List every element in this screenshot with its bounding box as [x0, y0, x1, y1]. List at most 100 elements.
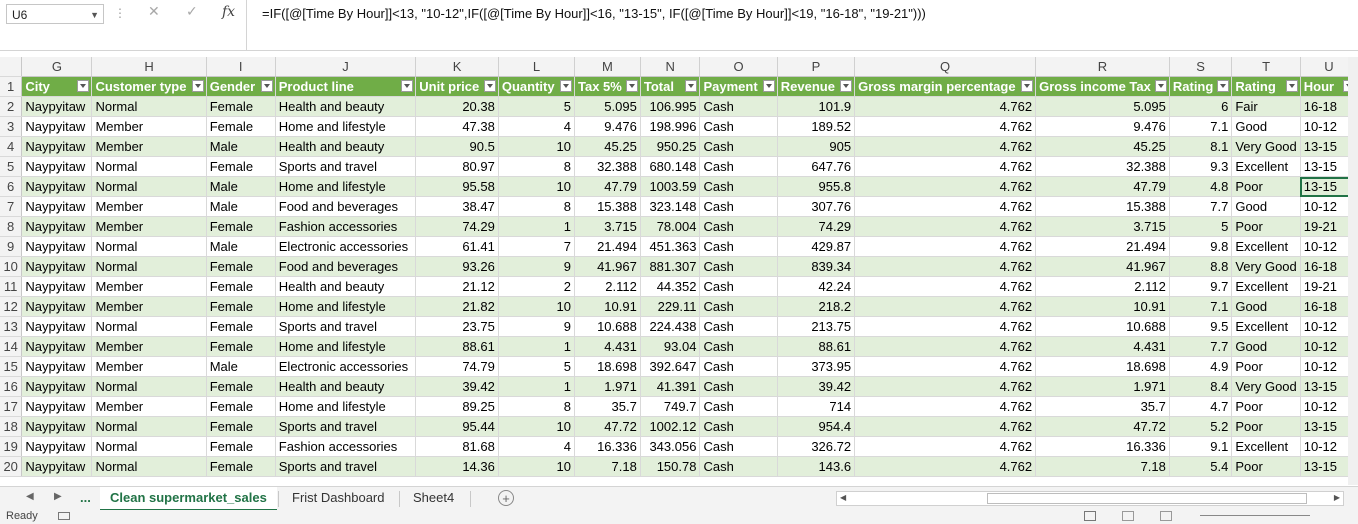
- cell[interactable]: Naypyitaw: [21, 156, 93, 177]
- cell[interactable]: 10-12: [1300, 196, 1358, 217]
- filter-dropdown-icon[interactable]: [401, 80, 414, 92]
- cell[interactable]: 8: [498, 156, 576, 177]
- cell[interactable]: Member: [91, 216, 207, 237]
- cell[interactable]: Fashion accessories: [275, 216, 417, 237]
- cell[interactable]: Sports and travel: [275, 416, 417, 437]
- cell[interactable]: 343.056: [640, 436, 701, 457]
- row-header[interactable]: 15: [0, 356, 23, 377]
- cell[interactable]: Excellent: [1231, 436, 1301, 457]
- cell[interactable]: Member: [91, 296, 207, 317]
- cell[interactable]: Male: [206, 356, 276, 377]
- cell[interactable]: Normal: [91, 176, 207, 197]
- cell[interactable]: 10: [498, 456, 576, 477]
- cell[interactable]: Naypyitaw: [21, 396, 93, 417]
- chevron-down-icon[interactable]: ▼: [90, 10, 99, 20]
- cell[interactable]: 88.61: [777, 336, 856, 357]
- cell[interactable]: Naypyitaw: [21, 236, 93, 257]
- cell[interactable]: Health and beauty: [275, 376, 417, 397]
- row-header[interactable]: 3: [0, 116, 23, 137]
- cell[interactable]: 5.2: [1169, 416, 1233, 437]
- cell[interactable]: 955.8: [777, 176, 856, 197]
- cell[interactable]: Fair: [1231, 96, 1301, 117]
- cell[interactable]: 198.996: [640, 116, 701, 137]
- cell[interactable]: Normal: [91, 156, 207, 177]
- cell[interactable]: 10-12: [1300, 236, 1358, 257]
- cell[interactable]: Cash: [699, 316, 778, 337]
- cell[interactable]: 4.762: [854, 356, 1037, 377]
- tab-sheet4[interactable]: Sheet4: [413, 490, 455, 505]
- cell[interactable]: Male: [206, 196, 276, 217]
- cell[interactable]: 89.25: [415, 396, 499, 417]
- enter-icon[interactable]: ✓: [186, 3, 198, 19]
- column-header-t[interactable]: T: [1231, 57, 1301, 77]
- filter-dropdown-icon[interactable]: [77, 80, 90, 92]
- cell[interactable]: 10-12: [1300, 436, 1358, 457]
- cell[interactable]: Good: [1231, 336, 1301, 357]
- cell[interactable]: 2: [498, 276, 576, 297]
- cell[interactable]: 13-15: [1300, 176, 1358, 197]
- cell[interactable]: 8.4: [1169, 376, 1233, 397]
- cell[interactable]: 32.388: [1035, 156, 1170, 177]
- table-header-cell[interactable]: Gross margin percentage: [854, 76, 1037, 97]
- cell[interactable]: 21.12: [415, 276, 499, 297]
- macro-record-icon[interactable]: [58, 512, 70, 520]
- cell[interactable]: 19-21: [1300, 276, 1358, 297]
- name-box[interactable]: U6 ▼: [6, 4, 104, 24]
- cell[interactable]: 1: [498, 336, 576, 357]
- cell[interactable]: 10: [498, 136, 576, 157]
- cell[interactable]: Normal: [91, 436, 207, 457]
- cell[interactable]: 78.004: [640, 216, 701, 237]
- cell[interactable]: 4.762: [854, 436, 1037, 457]
- cell[interactable]: 189.52: [777, 116, 856, 137]
- cell[interactable]: 4.762: [854, 276, 1037, 297]
- tab-ellipsis[interactable]: ...: [80, 490, 91, 505]
- cell[interactable]: Member: [91, 336, 207, 357]
- row-header[interactable]: 16: [0, 376, 23, 397]
- cell[interactable]: 1002.12: [640, 416, 701, 437]
- tab-clean-supermarket-sales[interactable]: Clean supermarket_sales: [100, 487, 277, 511]
- cell[interactable]: Home and lifestyle: [275, 336, 417, 357]
- cell[interactable]: 429.87: [777, 236, 856, 257]
- filter-dropdown-icon[interactable]: [1154, 80, 1167, 92]
- cell[interactable]: 6: [1169, 96, 1233, 117]
- cell[interactable]: Female: [206, 416, 276, 437]
- cell[interactable]: Poor: [1231, 456, 1301, 477]
- column-header-l[interactable]: L: [498, 57, 576, 77]
- cell[interactable]: Poor: [1231, 396, 1301, 417]
- cell[interactable]: 8.1: [1169, 136, 1233, 157]
- cell[interactable]: Home and lifestyle: [275, 396, 417, 417]
- cell[interactable]: Electronic accessories: [275, 356, 417, 377]
- cell[interactable]: Cash: [699, 256, 778, 277]
- cell[interactable]: Member: [91, 396, 207, 417]
- cell[interactable]: 39.42: [415, 376, 499, 397]
- cell[interactable]: 9.5: [1169, 316, 1233, 337]
- cell[interactable]: 373.95: [777, 356, 856, 377]
- cell[interactable]: 41.967: [574, 256, 641, 277]
- cell[interactable]: 18.698: [574, 356, 641, 377]
- tab-next-icon[interactable]: ▶: [54, 491, 62, 502]
- cell[interactable]: 4.7: [1169, 396, 1233, 417]
- cell[interactable]: Member: [91, 116, 207, 137]
- cell[interactable]: Fashion accessories: [275, 436, 417, 457]
- cell[interactable]: Female: [206, 216, 276, 237]
- cell[interactable]: 74.29: [777, 216, 856, 237]
- cell[interactable]: 13-15: [1300, 136, 1358, 157]
- cell[interactable]: Naypyitaw: [21, 96, 93, 117]
- cell[interactable]: 213.75: [777, 316, 856, 337]
- cell[interactable]: 39.42: [777, 376, 856, 397]
- cell[interactable]: Sports and travel: [275, 456, 417, 477]
- column-header-j[interactable]: J: [275, 57, 417, 77]
- table-header-cell[interactable]: Customer type: [91, 76, 207, 97]
- cell[interactable]: Female: [206, 296, 276, 317]
- cell[interactable]: Member: [91, 276, 207, 297]
- cell[interactable]: 5: [498, 356, 576, 377]
- row-header[interactable]: 12: [0, 296, 23, 317]
- cell[interactable]: 16-18: [1300, 256, 1358, 277]
- cell[interactable]: 224.438: [640, 316, 701, 337]
- cell[interactable]: Poor: [1231, 176, 1301, 197]
- filter-dropdown-icon[interactable]: [483, 80, 496, 92]
- cell[interactable]: Naypyitaw: [21, 316, 93, 337]
- cell[interactable]: 93.26: [415, 256, 499, 277]
- cell[interactable]: 2.112: [574, 276, 641, 297]
- more-icon[interactable]: ⋮: [114, 6, 126, 20]
